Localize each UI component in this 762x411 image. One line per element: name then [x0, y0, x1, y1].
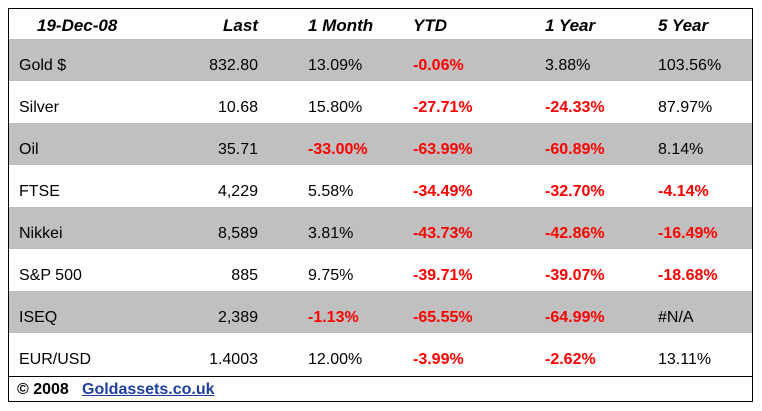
value-cell: 3.88% — [545, 57, 591, 74]
value-cell: -1.13% — [308, 309, 359, 326]
value-cell: 2,389 — [217, 309, 258, 326]
copyright: © 2008 — [17, 381, 69, 398]
value-cell: 885 — [231, 267, 258, 284]
value-cell: #N/A — [658, 309, 694, 326]
value-cell: 4,229 — [217, 183, 258, 200]
header-cell: 5 Year — [658, 16, 709, 35]
header-cell: 1 Year — [545, 16, 596, 35]
row-label: EUR/USD — [19, 351, 92, 368]
value-cell: 1.4003 — [209, 351, 258, 368]
value-cell: -39.07% — [545, 267, 605, 284]
value-cell: -65.55% — [413, 309, 473, 326]
value-cell: 103.56% — [658, 57, 722, 74]
row-label: FTSE — [19, 183, 60, 200]
row-label: ISEQ — [19, 309, 58, 326]
value-cell: -2.62% — [545, 351, 596, 368]
value-cell: 13.09% — [308, 57, 363, 74]
footer: © 2008 Goldassets.co.uk — [9, 376, 752, 403]
value-cell: 9.75% — [308, 267, 354, 284]
row-shade — [9, 123, 752, 165]
value-cell: -24.33% — [545, 99, 605, 116]
value-cell: -27.71% — [413, 99, 473, 116]
value-cell: 832.80 — [209, 57, 258, 74]
value-cell: -4.14% — [658, 183, 709, 200]
value-cell: -32.70% — [545, 183, 605, 200]
value-cell: -3.99% — [413, 351, 464, 368]
value-cell: -33.00% — [308, 141, 368, 158]
row-shade — [9, 291, 752, 333]
value-cell: -64.99% — [545, 309, 605, 326]
value-cell: -63.99% — [413, 141, 473, 158]
header-cell: 19-Dec-08 — [37, 16, 118, 35]
row-label: Oil — [19, 141, 39, 158]
value-cell: -34.49% — [413, 183, 473, 200]
header-cell: Last — [223, 16, 258, 35]
value-cell: 87.97% — [658, 99, 713, 116]
footer-link[interactable]: Goldassets.co.uk — [82, 381, 215, 398]
value-cell: -60.89% — [545, 141, 605, 158]
row-label: S&P 500 — [19, 267, 82, 284]
value-cell: 5.58% — [308, 183, 354, 200]
value-cell: 15.80% — [308, 99, 363, 116]
value-cell: -39.71% — [413, 267, 473, 284]
value-cell: 8,589 — [217, 225, 258, 242]
header-cell: YTD — [413, 16, 447, 35]
value-cell: 13.11% — [658, 351, 712, 368]
value-cell: 3.81% — [308, 225, 354, 242]
row-shade — [9, 39, 752, 81]
row-label: Gold $ — [19, 57, 67, 74]
value-cell: -18.68% — [658, 267, 718, 284]
value-cell: 10.68 — [217, 99, 258, 116]
value-cell: -0.06% — [413, 57, 464, 74]
table: 19-Dec-08 Last 1 Month YTD 1 Year 5 Year Gold … — [8, 8, 753, 402]
row-label: Nikkei — [19, 225, 63, 242]
value-cell: 12.00% — [308, 351, 363, 368]
row-shade — [9, 207, 752, 249]
value-cell: -42.86% — [545, 225, 605, 242]
value-cell: -43.73% — [413, 225, 473, 242]
value-cell: 35.71 — [217, 141, 258, 158]
value-cell: -16.49% — [658, 225, 718, 242]
footer-link-wrap: Goldassets.co.uk — [82, 381, 215, 399]
value-cell: 8.14% — [658, 141, 704, 158]
header-cell: 1 Month — [308, 16, 374, 35]
row-label: Silver — [19, 99, 60, 116]
